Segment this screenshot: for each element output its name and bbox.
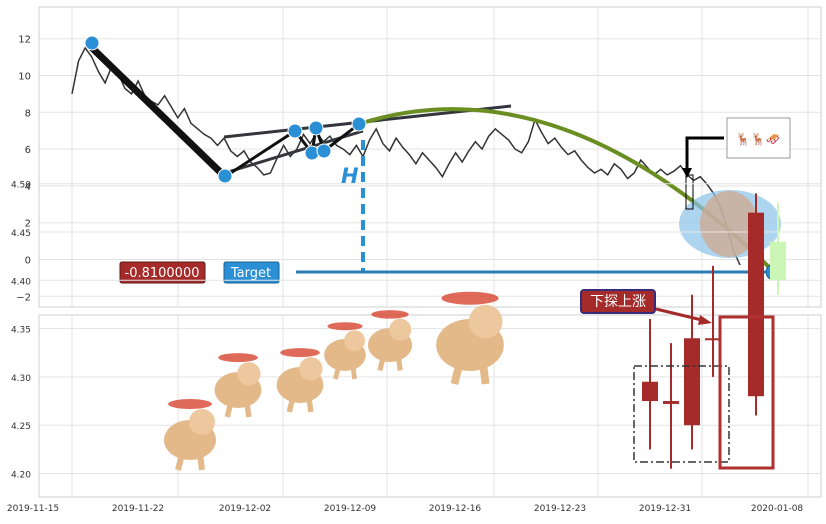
dog-icon	[276, 348, 324, 413]
x-axis: 2019-11-15 2019-11-22 2019-12-02 2019-12-09…	[7, 504, 804, 514]
bottom-y-tick-label: 4.25	[11, 422, 31, 432]
reindeer-image	[726, 117, 791, 159]
dog-leg	[197, 453, 205, 471]
dog-head	[189, 409, 215, 435]
dog-helicopter-hat	[371, 310, 409, 319]
signal-label-box	[580, 289, 656, 314]
dog-leg	[350, 365, 357, 380]
pivot-marker	[316, 143, 332, 159]
dog-helicopter-hat	[218, 353, 258, 363]
dog-leg	[479, 362, 490, 385]
pivot-marker	[84, 35, 100, 51]
value-label: -0.8100000	[125, 266, 200, 281]
bottom-y-tick-label: 4.50	[11, 181, 31, 191]
x-tick-label: 2019-12-16	[429, 504, 482, 514]
dog-helicopter-hat	[280, 348, 320, 358]
dog-leg	[224, 401, 234, 418]
top-y-tick-label: 12	[18, 35, 31, 46]
value-box	[119, 261, 206, 284]
dog-helicopter-hat	[441, 291, 499, 305]
pivot-marker	[351, 116, 367, 132]
bottom-y-tick-label: 4.40	[11, 277, 31, 287]
pivot-marker	[217, 168, 233, 184]
callout-arrow	[685, 136, 724, 172]
top-y-tick-label: 10	[18, 72, 31, 83]
top-y-tick-label: 0	[25, 256, 31, 267]
bottom-y-tick-label: 4.35	[11, 326, 31, 336]
top-y-tick-label: −2	[16, 292, 31, 303]
dog-helicopter-hat	[327, 322, 363, 331]
dog-leg	[306, 397, 314, 413]
x-tick-label: 2020-01-08	[751, 504, 804, 514]
top-y-tick-label: 2	[25, 219, 31, 230]
reindeer-glyph: 🦌🦌🛷	[736, 132, 781, 146]
dog-head	[299, 357, 323, 381]
pivot-marker	[287, 123, 303, 139]
x-tick-label: 2019-12-09	[324, 504, 377, 514]
top-panel	[38, 6, 822, 308]
pivot-marker	[308, 120, 324, 136]
bottom-y-tick-label: 4.30	[11, 374, 31, 384]
bottom-y-axis: 4.50 4.45 4.40 4.35 4.30 4.25 4.20	[11, 181, 31, 481]
top-y-tick-label: 6	[25, 145, 31, 156]
top-y-tick-label: 4	[25, 182, 31, 193]
dog-leg	[395, 356, 403, 371]
dog-icon	[214, 353, 262, 418]
dog-helicopter-hat	[168, 399, 212, 409]
target-label: Target	[230, 266, 271, 281]
top-y-tick-label: 8	[25, 108, 31, 119]
dog-leg	[377, 356, 386, 372]
candle-body	[770, 241, 786, 281]
bottom-annotation-layer: 下探上涨	[580, 289, 775, 470]
target-box	[223, 261, 280, 284]
candle-body	[748, 212, 764, 397]
bottom-y-tick-label: 4.45	[11, 229, 31, 239]
dog-icon	[324, 322, 366, 380]
dog-leg	[244, 402, 252, 418]
candle-outline	[685, 174, 694, 210]
dog-illustrations	[164, 291, 504, 471]
dog-icon	[367, 310, 413, 372]
dog-leg	[450, 362, 464, 385]
signal-arrow-line	[655, 307, 707, 323]
dog-head	[389, 318, 412, 341]
candle-body	[663, 401, 679, 404]
bottom-y-tick-label: 4.20	[11, 471, 31, 481]
signal-arrowhead	[698, 315, 712, 325]
x-tick-label: 2019-12-02	[219, 504, 271, 514]
bottom-panel	[38, 314, 822, 498]
highlight-ellipse-inner	[700, 191, 758, 257]
dog-head	[468, 304, 503, 339]
candle-body	[684, 338, 700, 426]
candle-body	[642, 381, 658, 402]
x-tick-label: 2019-11-22	[112, 504, 164, 514]
candle-body	[705, 338, 721, 341]
dog-icon	[436, 291, 504, 385]
callout-arrowhead	[682, 168, 692, 178]
x-tick-label: 2019-12-31	[639, 504, 691, 514]
h-label: H	[341, 164, 359, 188]
candles-layer	[642, 193, 786, 469]
dog-icon	[164, 399, 216, 471]
x-tick-label: 2019-12-23	[534, 504, 586, 514]
dog-leg	[175, 453, 185, 471]
dog-head	[344, 330, 365, 351]
dog-head	[237, 362, 261, 386]
signal-label: 下探上涨	[590, 294, 646, 310]
downtrend-line	[88, 44, 229, 181]
price-line	[71, 46, 741, 266]
dog-leg	[286, 396, 296, 413]
signal-box	[718, 315, 775, 470]
x-tick-label: 2019-11-15	[7, 504, 59, 514]
price-line-layer	[71, 46, 741, 266]
dog-leg	[333, 365, 341, 380]
top-y-axis: 12 10 8 6 4 2 0 −2	[16, 35, 31, 304]
